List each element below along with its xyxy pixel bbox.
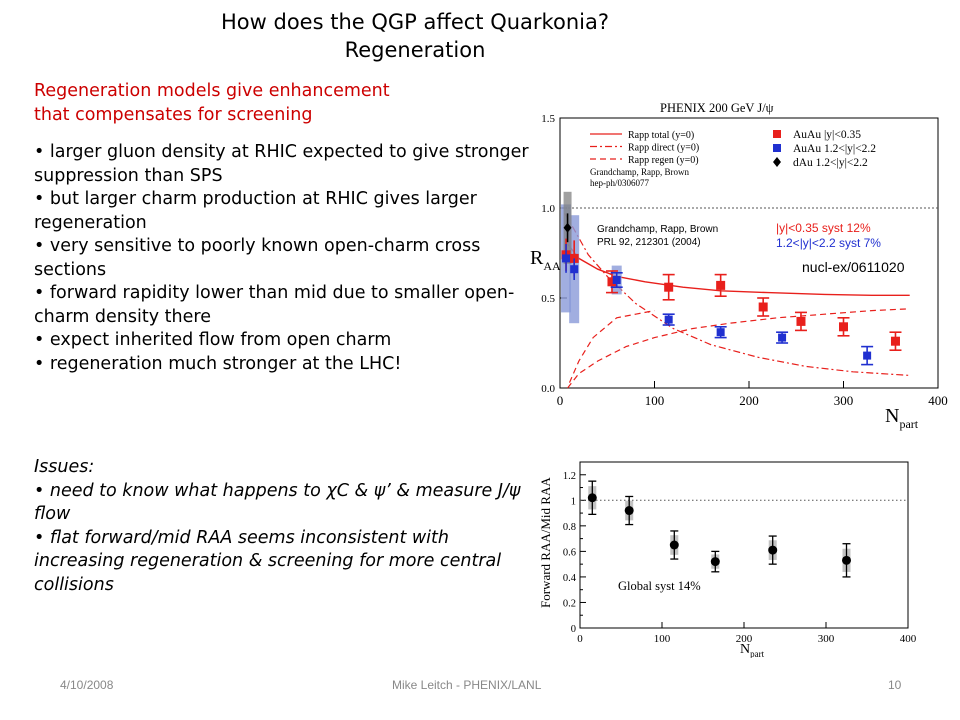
y-tick-label: 0.2 bbox=[563, 598, 576, 609]
x-tick-label: 400 bbox=[928, 393, 948, 408]
global-syst-annotation: Global syst 14% bbox=[618, 579, 701, 593]
y-tick-label: 0.6 bbox=[563, 547, 576, 558]
point-auau-mid bbox=[839, 322, 848, 332]
x-tick-label: 0 bbox=[557, 393, 564, 408]
y-tick-label: 0.0 bbox=[541, 383, 555, 395]
forward-mid-ratio-chart: 0 100 200 300 400 0 0.2 0.4 0.6 0.8 1 1.2 Global sy… bbox=[538, 461, 917, 658]
issues-heading: Issues: bbox=[34, 457, 95, 477]
raa-vs-npart-chart: 0 100 200 300 400 0.0 0.5 1.0 1.5 Rapp total (y=… bbox=[530, 101, 948, 431]
footer-date: 4/10/2008 bbox=[60, 678, 114, 692]
bullet-list: • larger gluon density at RHIC expected … bbox=[34, 141, 534, 376]
point-auau-mid bbox=[890, 336, 900, 346]
legend-series-label: AuAu |y|<0.35 bbox=[793, 129, 861, 141]
footer-page-number: 10 bbox=[888, 678, 902, 692]
issues-list: Issues: • need to know what happens to χ… bbox=[34, 456, 544, 597]
x-tick-label: 300 bbox=[834, 393, 854, 408]
x-axis-label: Npart bbox=[740, 642, 765, 658]
legend-marker bbox=[773, 130, 781, 138]
x-tick-label: 200 bbox=[739, 393, 759, 408]
intro-line-1: Regeneration models give enhancement bbox=[34, 81, 390, 101]
intro-text: Regeneration models give enhancement tha… bbox=[34, 80, 524, 127]
legend-label: Rapp regen (y=0) bbox=[628, 155, 699, 166]
legend-label: Rapp direct (y=0) bbox=[628, 143, 699, 154]
legend-note: Grandchamp, Rapp, Brown bbox=[590, 167, 689, 177]
point-dau bbox=[563, 222, 572, 233]
slide-title: How does the QGP affect Quarkonia? Regen… bbox=[0, 8, 830, 64]
rapp-regen-curve bbox=[567, 308, 910, 389]
intro-line-2: that compensates for screening bbox=[34, 104, 313, 125]
chart-title: PHENIX 200 GeV J/ψ bbox=[660, 101, 774, 115]
x-axis-label-subscript: part bbox=[899, 417, 918, 431]
y-tick-label: 0.5 bbox=[541, 293, 555, 305]
y-axis-label: RAA bbox=[530, 247, 561, 273]
point-auau-mid bbox=[664, 282, 674, 292]
y-tick-label: 1.2 bbox=[563, 471, 576, 482]
point-auau-mid bbox=[796, 316, 806, 326]
bullet-item: • but larger charm production at RHIC gi… bbox=[34, 189, 477, 233]
bullet-item: • expect inherited flow from open charm bbox=[34, 330, 392, 350]
point-auau-mid bbox=[716, 280, 726, 290]
legend-note: hep-ph/0306077 bbox=[590, 178, 649, 188]
legend-series-label: dAu 1.2<|y|<2.2 bbox=[793, 157, 868, 169]
point-auau-forward bbox=[778, 333, 787, 342]
y-tick-label: 0.8 bbox=[563, 522, 576, 533]
ratio-point bbox=[710, 557, 720, 567]
y-tick-label: 1.5 bbox=[541, 113, 555, 125]
rapp-total-curve bbox=[567, 243, 910, 296]
x-tick-label: 100 bbox=[645, 393, 665, 408]
point-auau-forward bbox=[562, 254, 571, 263]
point-auau-mid bbox=[758, 302, 768, 312]
x-tick-label: 100 bbox=[654, 633, 671, 645]
reference-note-2: PRL 92, 212301 (2004) bbox=[597, 237, 701, 248]
bullet-item: • regeneration much stronger at the LHC! bbox=[34, 353, 402, 374]
title-line-2: Regeneration bbox=[344, 38, 486, 62]
point-auau-forward bbox=[664, 315, 673, 324]
y-tick-label: 1 bbox=[571, 496, 576, 507]
y-tick-label: 1.0 bbox=[541, 203, 555, 215]
reference-note-1: Grandchamp, Rapp, Brown bbox=[597, 224, 718, 235]
bullet-item: • very sensitive to poorly known open-ch… bbox=[34, 236, 481, 280]
x-axis-label-subscript: part bbox=[750, 649, 764, 658]
syst-note-mid: |y|<0.35 syst 12% bbox=[776, 221, 871, 235]
point-auau-forward bbox=[612, 276, 621, 284]
legend-series-label: AuAu 1.2<|y|<2.2 bbox=[793, 143, 876, 155]
point-auau-forward bbox=[716, 328, 725, 337]
x-tick-label: 200 bbox=[736, 633, 753, 645]
legend-label: Rapp total (y=0) bbox=[628, 130, 694, 141]
y-axis-label-text: R bbox=[530, 247, 544, 269]
y-axis-label: Forward RAA/Mid RAA bbox=[538, 477, 553, 608]
y-axis-label-subscript: AA bbox=[543, 259, 561, 273]
point-auau-forward bbox=[863, 351, 872, 360]
point-auau-mid bbox=[607, 277, 617, 287]
bullet-item: • forward rapidity lower than mid due to… bbox=[34, 283, 515, 327]
bullet-item: • larger gluon density at RHIC expected … bbox=[34, 142, 529, 186]
ratio-point bbox=[624, 506, 634, 516]
rapp-regen-curve-upper bbox=[568, 310, 655, 383]
ratio-point bbox=[587, 493, 597, 503]
plot-frame bbox=[559, 117, 939, 389]
issue-item: • flat forward/mid RAA seems inconsisten… bbox=[34, 527, 502, 595]
x-tick-label: 400 bbox=[900, 633, 917, 645]
issue-item: • need to know what happens to χC & ψ’ &… bbox=[34, 480, 521, 525]
rapp-direct-curve bbox=[564, 213, 910, 376]
footer-author: Mike Leitch - PHENIX/LANL bbox=[392, 678, 542, 692]
ratio-point bbox=[842, 555, 851, 565]
ratio-point bbox=[669, 540, 679, 550]
y-tick-label: 0.4 bbox=[563, 573, 577, 584]
syst-note-fwd: 1.2<|y|<2.2 syst 7% bbox=[776, 236, 881, 250]
y-tick-label: 0 bbox=[571, 624, 576, 635]
plot-frame bbox=[579, 461, 909, 629]
x-axis-label: Npart bbox=[885, 405, 919, 431]
x-tick-label: 300 bbox=[818, 633, 835, 645]
legend-marker bbox=[773, 157, 781, 167]
ratio-point bbox=[768, 545, 778, 555]
legend-marker bbox=[773, 144, 781, 152]
point-auau-forward bbox=[570, 265, 579, 274]
title-line-1: How does the QGP affect Quarkonia? bbox=[221, 10, 609, 34]
x-tick-label: 0 bbox=[577, 633, 583, 645]
preprint-id: nucl-ex/0611020 bbox=[802, 259, 905, 275]
